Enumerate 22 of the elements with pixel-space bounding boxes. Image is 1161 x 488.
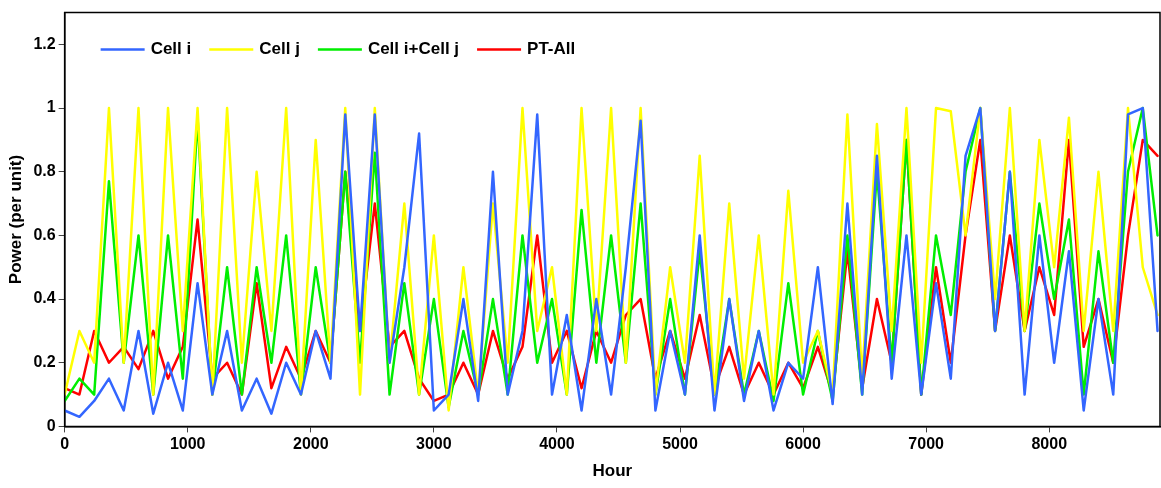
y-tick-label: 0.8 xyxy=(33,162,56,180)
x-tick-label: 8000 xyxy=(1031,435,1068,453)
y-tick-label: 0.6 xyxy=(33,225,56,243)
y-tick-label: 0.4 xyxy=(33,289,56,307)
x-tick-label: 3000 xyxy=(416,435,452,453)
x-tick-label: 2000 xyxy=(292,435,329,453)
legend-label: PT-All xyxy=(527,39,576,59)
x-tick-label: 1000 xyxy=(169,435,206,453)
x-tick-label: 6000 xyxy=(785,435,821,453)
y-tick-label: 0 xyxy=(46,416,56,434)
x-tick-label: 5000 xyxy=(662,435,698,453)
x-tick-label: 0 xyxy=(60,435,70,453)
x-axis-title: Hour xyxy=(592,461,633,481)
legend-label: Cell i xyxy=(150,39,192,59)
x-tick-label: 4000 xyxy=(539,435,575,453)
y-tick-label: 1 xyxy=(46,98,56,116)
y-tick-label: 1.2 xyxy=(33,34,56,52)
y-tick-label: 0.2 xyxy=(33,353,56,371)
x-tick-label: 7000 xyxy=(908,435,945,453)
legend-label: Cell i+Cell j xyxy=(367,39,460,59)
legend-label: Cell j xyxy=(259,39,300,59)
y-axis-title: Power (per unit) xyxy=(5,154,25,285)
